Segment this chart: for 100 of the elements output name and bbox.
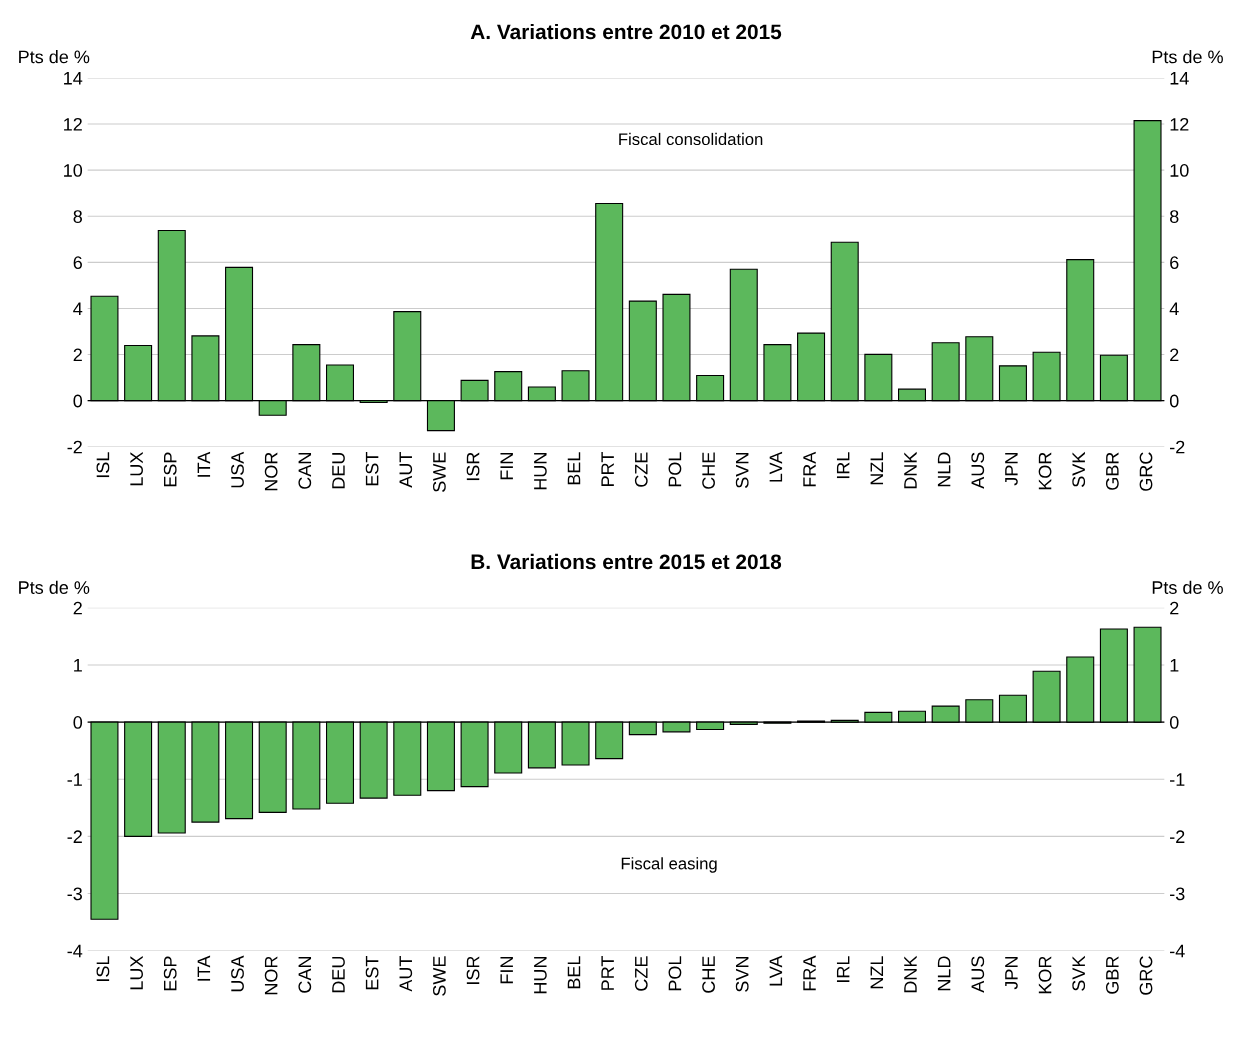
annotation: Fiscal consolidation <box>619 132 763 146</box>
x-tick-label: HUN <box>534 453 547 490</box>
y2-tick-label: 2 <box>1170 348 1179 362</box>
y-tick-label: 14 <box>64 72 83 85</box>
x-tick-label: NLD <box>937 956 951 991</box>
x-tick-label: GRC <box>1139 452 1153 491</box>
y2-tick-label: -3 <box>1170 887 1185 901</box>
y2-tick-label: 14 <box>1170 72 1189 85</box>
x-tick-label: ESP <box>163 452 177 487</box>
x-tick-label: FRA <box>803 451 816 487</box>
x-tick-label: POL <box>668 956 682 991</box>
y2-tick-label: 2 <box>1170 601 1179 615</box>
x-tick-label: AUT <box>399 955 413 992</box>
x-tick-label: AUT <box>399 452 413 488</box>
y-tick-label: -3 <box>67 887 82 901</box>
y-tick-label: 4 <box>73 302 83 315</box>
x-tick-label: DEU <box>332 956 345 993</box>
y-axis-title: Pts de % <box>19 50 90 64</box>
y2-tick-label: 12 <box>1170 117 1189 131</box>
x-tick-label: SVK <box>1072 955 1086 991</box>
x-tick-label: DEU <box>332 453 345 489</box>
y-tick-label: 12 <box>64 117 82 131</box>
x-tick-label: NZL <box>870 452 884 485</box>
annotation: Fiscal easing <box>621 857 717 873</box>
x-tick-label: IRL <box>836 956 850 982</box>
x-tick-label: LVA <box>769 955 783 986</box>
x-tick-label: EST <box>365 955 379 990</box>
x-tick-label: ISR <box>466 452 480 481</box>
x-tick-label: ESP <box>163 956 177 991</box>
y-tick-label: 2 <box>73 348 82 362</box>
x-tick-label: ITA <box>197 955 211 981</box>
x-tick-label: DNK <box>904 955 917 993</box>
chart-title: B. Variations entre 2015 et 2018 <box>471 553 782 570</box>
x-tick-label: NZL <box>870 956 884 989</box>
x-tick-label: LUX <box>130 955 143 990</box>
x-tick-label: AUS <box>971 452 985 489</box>
x-tick-label: BEL <box>567 452 581 485</box>
x-tick-label: NLD <box>937 452 951 487</box>
y2-axis-title: Pts de % <box>1152 580 1223 594</box>
x-tick-label: CZE <box>634 452 648 487</box>
x-tick-label: FRA <box>803 955 816 991</box>
x-tick-label: ISL <box>96 956 110 981</box>
y2-tick-label: -1 <box>1170 773 1185 786</box>
y-tick-label: 2 <box>73 601 82 615</box>
x-tick-label: CHE <box>702 452 715 489</box>
x-tick-label: DNK <box>904 451 917 489</box>
y-tick-label: -4 <box>67 944 83 958</box>
y-tick-label: 0 <box>73 716 83 729</box>
x-tick-label: CAN <box>298 957 312 993</box>
x-tick-label: NOR <box>264 452 278 491</box>
y-tick-label: 8 <box>73 210 82 223</box>
x-tick-label: PRT <box>601 955 614 990</box>
y-tick-label: -2 <box>67 440 82 454</box>
x-tick-label: SWE <box>433 452 446 492</box>
x-tick-label: CHE <box>702 956 715 993</box>
x-tick-label: AUS <box>971 956 985 993</box>
y2-tick-label: 10 <box>1170 164 1189 177</box>
x-tick-label: POL <box>668 452 682 487</box>
x-tick-label: EST <box>365 452 379 486</box>
x-tick-label: USA <box>231 955 244 992</box>
y-axis-title: Pts de % <box>19 580 90 594</box>
x-tick-label: BEL <box>567 956 581 989</box>
x-tick-label: FIN <box>500 453 513 480</box>
y2-tick-label: -2 <box>1170 440 1185 454</box>
y2-tick-label: 0 <box>1169 394 1179 408</box>
y-tick-label: -1 <box>67 773 82 786</box>
x-tick-label: CZE <box>634 956 648 991</box>
x-tick-label: FIN <box>500 957 513 984</box>
x-tick-label: JPN <box>1005 957 1018 990</box>
x-tick-label: JPN <box>1005 453 1018 486</box>
y2-tick-label: -4 <box>1170 944 1185 958</box>
x-tick-label: ITA <box>197 451 211 477</box>
x-tick-label: CAN <box>298 453 312 489</box>
x-tick-label: GRC <box>1139 956 1153 995</box>
y2-tick-label: -2 <box>1170 830 1185 843</box>
y2-tick-label: 4 <box>1169 302 1179 315</box>
x-tick-label: LUX <box>130 452 143 486</box>
y2-tick-label: 0 <box>1169 716 1179 729</box>
x-tick-label: SWE <box>433 956 446 996</box>
x-tick-label: SVN <box>735 453 749 488</box>
x-tick-label: KOR <box>1038 956 1052 994</box>
y2-tick-label: 6 <box>1170 256 1179 270</box>
x-tick-label: SVN <box>735 957 749 992</box>
x-tick-label: HUN <box>534 957 547 994</box>
x-tick-label: SVK <box>1072 451 1086 487</box>
y2-tick-label: 8 <box>1170 210 1179 223</box>
y2-axis-title: Pts de % <box>1152 50 1223 64</box>
y-tick-label: 1 <box>74 659 82 672</box>
x-tick-label: ISL <box>96 452 110 478</box>
x-tick-label: GBR <box>1105 452 1119 490</box>
x-tick-label: ISR <box>466 956 480 984</box>
x-tick-label: LVA <box>769 451 783 482</box>
x-tick-label: NOR <box>264 956 278 995</box>
x-tick-label: IRL <box>836 452 850 479</box>
x-tick-label: PRT <box>601 452 614 486</box>
x-tick-label: GBR <box>1105 956 1119 994</box>
y-tick-label: -2 <box>67 830 82 843</box>
y-tick-label: 0 <box>73 394 83 408</box>
x-tick-label: KOR <box>1038 452 1052 490</box>
y-tick-label: 10 <box>64 164 83 177</box>
